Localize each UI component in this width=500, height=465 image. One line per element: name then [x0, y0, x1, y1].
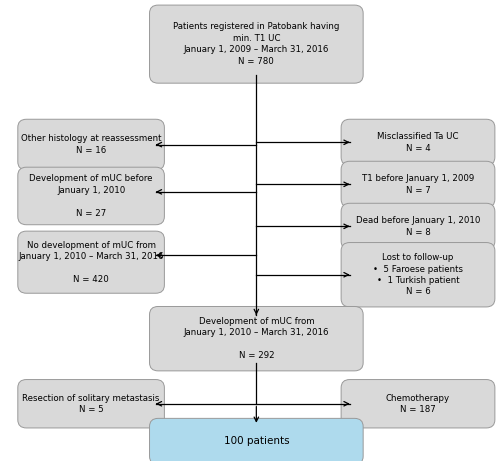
Text: No development of mUC from
January 1, 2010 – March 31, 2016

N = 420: No development of mUC from January 1, 20…	[18, 240, 164, 284]
Text: Patients registered in Patobank having
min. T1 UC
January 1, 2009 – March 31, 20: Patients registered in Patobank having m…	[173, 22, 340, 66]
Text: Chemotherapy
N = 187: Chemotherapy N = 187	[386, 393, 450, 414]
FancyBboxPatch shape	[18, 231, 165, 293]
FancyBboxPatch shape	[341, 119, 495, 166]
FancyBboxPatch shape	[341, 203, 495, 249]
FancyBboxPatch shape	[341, 379, 495, 428]
FancyBboxPatch shape	[18, 379, 165, 428]
FancyBboxPatch shape	[150, 306, 363, 371]
FancyBboxPatch shape	[341, 243, 495, 307]
Text: Development of mUC before
January 1, 2010

N = 27: Development of mUC before January 1, 201…	[30, 174, 153, 218]
Text: 100 patients: 100 patients	[224, 437, 289, 446]
FancyBboxPatch shape	[18, 167, 165, 225]
Text: Other histology at reassessment
N = 16: Other histology at reassessment N = 16	[21, 134, 162, 155]
Text: Dead before January 1, 2010
N = 8: Dead before January 1, 2010 N = 8	[356, 216, 480, 237]
FancyBboxPatch shape	[150, 418, 363, 465]
FancyBboxPatch shape	[341, 161, 495, 207]
Text: Resection of solitary metastasis
N = 5: Resection of solitary metastasis N = 5	[22, 393, 160, 414]
Text: Development of mUC from
January 1, 2010 – March 31, 2016

N = 292: Development of mUC from January 1, 2010 …	[184, 317, 329, 360]
Text: Misclassified Ta UC
N = 4: Misclassified Ta UC N = 4	[377, 132, 458, 153]
FancyBboxPatch shape	[150, 5, 363, 83]
Text: Lost to follow-up
•  5 Faroese patients
•  1 Turkish patient
N = 6: Lost to follow-up • 5 Faroese patients •…	[373, 253, 463, 296]
Text: T1 before January 1, 2009
N = 7: T1 before January 1, 2009 N = 7	[362, 174, 474, 194]
FancyBboxPatch shape	[18, 119, 165, 170]
